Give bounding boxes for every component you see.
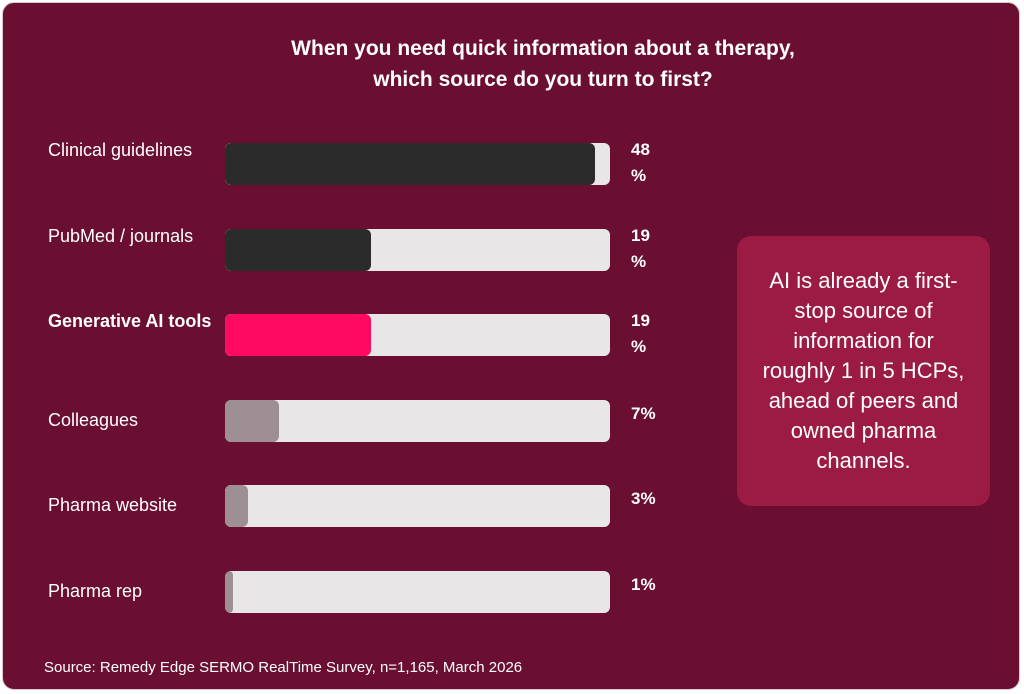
- bar-category-label: PubMed / journals: [48, 225, 194, 246]
- chart-title-line-1: When you need quick information about a …: [291, 37, 795, 60]
- bar-value-label: 19%: [631, 225, 650, 271]
- bar-category-label: Generative AI tools: [48, 311, 212, 331]
- bar: [225, 399, 279, 442]
- chart-title-line-2: which source do you turn to first?: [373, 68, 713, 91]
- bar-track: [225, 143, 610, 185]
- bar-value-label: 3%: [631, 489, 656, 508]
- chart-title: When you need quick information about a …: [3, 33, 1024, 95]
- bar: [225, 228, 372, 271]
- bar-value-label: 7%: [631, 403, 656, 423]
- bar: [225, 143, 595, 185]
- bar-value-label: 1%: [631, 574, 656, 594]
- bar-category-label: Colleagues: [48, 409, 139, 430]
- bar-category-label: Pharma rep: [48, 580, 143, 601]
- bar-track: [225, 485, 610, 527]
- bar: [225, 570, 233, 613]
- bar-value-label: 48%: [631, 140, 650, 185]
- source-note: Source: Remedy Edge SERMO RealTime Surve…: [44, 659, 523, 676]
- bar: [225, 485, 249, 527]
- bar-track: [225, 228, 610, 271]
- bar-track: [225, 399, 610, 442]
- bar-track: [225, 314, 610, 356]
- callout-box: AI is already a first-stop source of inf…: [737, 236, 990, 506]
- bar-track: [225, 570, 610, 613]
- bar-category-label: Pharma website: [48, 495, 178, 515]
- bar-value-label: 19%: [631, 311, 650, 356]
- callout-text: AI is already a first-stop source of inf…: [762, 268, 965, 473]
- bar-category-label: Clinical guidelines: [48, 140, 193, 160]
- bar: [225, 314, 372, 356]
